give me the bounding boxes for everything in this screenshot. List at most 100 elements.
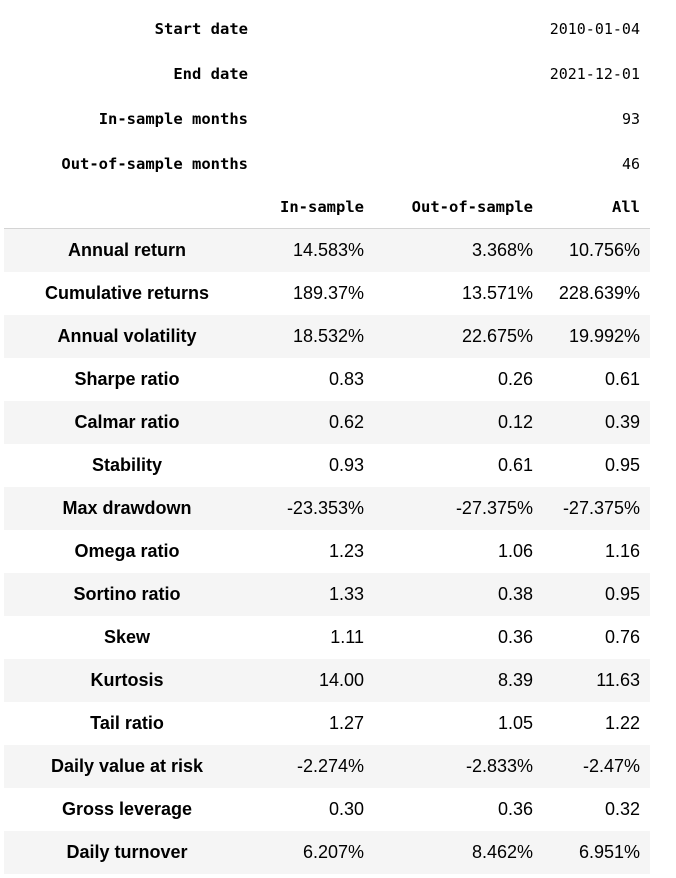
meta-row: Out-of-sample months 46 — [4, 141, 650, 186]
all-value: 10.756% — [543, 228, 650, 272]
meta-row: Start date 2010-01-04 — [4, 6, 650, 51]
out-of-sample-value: 0.26 — [497, 369, 533, 389]
metric-label: Gross leverage — [61, 799, 193, 819]
column-header-row: In-sample Out-of-sample All — [4, 186, 650, 229]
out-of-sample-value: 8.462% — [374, 831, 543, 874]
out-of-sample-value: 8.39 — [374, 659, 543, 702]
metric-label: Skew — [103, 627, 151, 647]
table-row: Skew 1.11 0.36 0.76 — [4, 616, 650, 659]
metric-label: Sharpe ratio — [74, 369, 180, 389]
out-of-sample-value: 0.12 — [374, 401, 543, 444]
metric-label: Annual return — [4, 228, 250, 272]
metric-label: Max drawdown — [4, 487, 250, 530]
out-of-sample-value: 0.36 — [497, 799, 533, 819]
out-of-sample-value: 3.368% — [374, 228, 543, 272]
out-of-sample-value: 0.36 — [497, 627, 533, 647]
table-row: Omega ratio 1.23 1.06 1.16 — [4, 530, 650, 573]
all-value: 6.951% — [543, 831, 650, 874]
out-of-sample-value: 0.61 — [497, 455, 533, 475]
table-row: Annual return 14.583% 3.368% 10.756% — [4, 228, 650, 272]
meta-spacer — [250, 51, 374, 96]
all-value: 0.32 — [604, 799, 640, 819]
meta-spacer — [374, 51, 543, 96]
in-sample-value: 1.23 — [328, 541, 364, 561]
out-of-sample-value: -2.833% — [374, 745, 543, 788]
meta-row: End date 2021-12-01 — [4, 51, 650, 96]
metric-label: Omega ratio — [74, 541, 180, 561]
metric-label: Calmar ratio — [4, 401, 250, 444]
out-of-sample-value: 13.571% — [461, 283, 533, 303]
meta-label: Out-of-sample months — [61, 154, 248, 173]
meta-value: 2021-12-01 — [549, 64, 640, 83]
metric-label: Cumulative returns — [44, 283, 210, 303]
in-sample-value: 14.583% — [250, 228, 374, 272]
out-of-sample-value: 1.06 — [497, 541, 533, 561]
in-sample-value: -23.353% — [250, 487, 374, 530]
in-sample-value: 0.93 — [328, 455, 364, 475]
metric-label: Daily value at risk — [4, 745, 250, 788]
table-row: Cumulative returns 189.37% 13.571% 228.639% — [4, 272, 650, 315]
table-row: Max drawdown -23.353% -27.375% -27.375% — [4, 487, 650, 530]
all-value: -27.375% — [543, 487, 650, 530]
in-sample-value: 1.33 — [250, 573, 374, 616]
meta-spacer — [374, 6, 543, 51]
performance-stats-table: Start date 2010-01-04 End date 2021-12-01 In… — [4, 6, 650, 874]
all-value: 11.63 — [543, 659, 650, 702]
column-header-all: All — [543, 186, 650, 229]
in-sample-value: 6.207% — [250, 831, 374, 874]
metrics-section: Annual return 14.583% 3.368% 10.756% Cumulat… — [4, 228, 650, 874]
meta-spacer — [250, 141, 374, 186]
table-row: Calmar ratio 0.62 0.12 0.39 — [4, 401, 650, 444]
all-value: 1.16 — [604, 541, 640, 561]
table-row: Sortino ratio 1.33 0.38 0.95 — [4, 573, 650, 616]
table-row: Daily turnover 6.207% 8.462% 6.951% — [4, 831, 650, 874]
metric-label: Sortino ratio — [4, 573, 250, 616]
header-corner — [4, 186, 250, 229]
in-sample-value: 1.27 — [328, 713, 364, 733]
in-sample-value: 18.532% — [250, 315, 374, 358]
table-row: Tail ratio 1.27 1.05 1.22 — [4, 702, 650, 745]
meta-spacer — [250, 96, 374, 141]
all-value: -2.47% — [543, 745, 650, 788]
all-value: 0.76 — [604, 627, 640, 647]
metric-label: Annual volatility — [4, 315, 250, 358]
table-row: Kurtosis 14.00 8.39 11.63 — [4, 659, 650, 702]
all-value: 0.95 — [604, 455, 640, 475]
out-of-sample-value: 22.675% — [374, 315, 543, 358]
meta-section: Start date 2010-01-04 End date 2021-12-01 In… — [4, 6, 650, 186]
all-value: 0.61 — [604, 369, 640, 389]
in-sample-value: -2.274% — [250, 745, 374, 788]
metric-label: Tail ratio — [90, 713, 164, 733]
all-value: 228.639% — [558, 283, 640, 303]
metric-label: Kurtosis — [4, 659, 250, 702]
metric-label: Stability — [91, 455, 162, 475]
table-row: Annual volatility 18.532% 22.675% 19.992% — [4, 315, 650, 358]
table-row: Sharpe ratio 0.83 0.26 0.61 — [4, 358, 650, 401]
all-value: 0.39 — [543, 401, 650, 444]
meta-spacer — [250, 6, 374, 51]
meta-spacer — [374, 141, 543, 186]
table-row: Gross leverage 0.30 0.36 0.32 — [4, 788, 650, 831]
meta-value: 46 — [621, 154, 640, 173]
meta-label: Start date — [154, 19, 248, 38]
meta-label: In-sample months — [98, 109, 248, 128]
all-value: 1.22 — [604, 713, 640, 733]
column-header-out-of-sample: Out-of-sample — [374, 186, 543, 229]
in-sample-value: 0.30 — [328, 799, 364, 819]
meta-row: In-sample months 93 — [4, 96, 650, 141]
all-value: 19.992% — [543, 315, 650, 358]
column-header-in-sample: In-sample — [250, 186, 374, 229]
meta-value: 2010-01-04 — [549, 19, 640, 38]
table-row: Stability 0.93 0.61 0.95 — [4, 444, 650, 487]
meta-label: End date — [173, 64, 248, 83]
in-sample-value: 0.62 — [250, 401, 374, 444]
table-row: Daily value at risk -2.274% -2.833% -2.47% — [4, 745, 650, 788]
meta-spacer — [374, 96, 543, 141]
in-sample-value: 14.00 — [250, 659, 374, 702]
meta-value: 93 — [621, 109, 640, 128]
in-sample-value: 189.37% — [292, 283, 364, 303]
in-sample-value: 1.11 — [330, 627, 364, 647]
out-of-sample-value: 0.38 — [374, 573, 543, 616]
out-of-sample-value: -27.375% — [374, 487, 543, 530]
all-value: 0.95 — [543, 573, 650, 616]
